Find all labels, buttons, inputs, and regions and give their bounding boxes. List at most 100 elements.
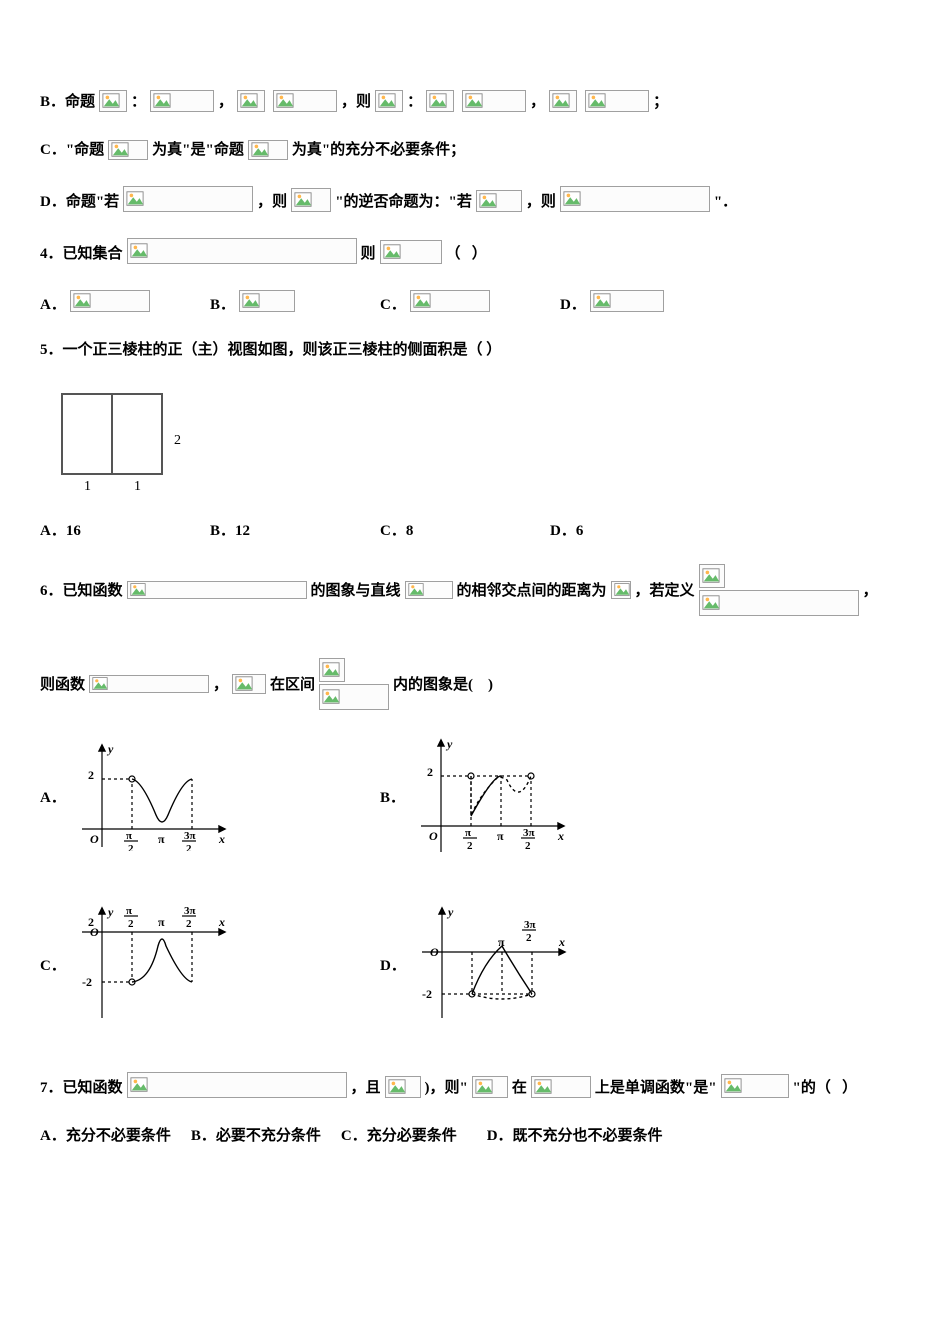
svg-text:y: y bbox=[106, 905, 114, 919]
opt-label: D．6 bbox=[550, 519, 583, 540]
broken-image-icon bbox=[127, 238, 357, 264]
q6-stem-line2: 则函数 ， 在区间 内的图象是( ) bbox=[40, 658, 910, 712]
svg-text:π: π bbox=[497, 829, 504, 843]
broken-image-icon bbox=[319, 658, 345, 682]
svg-text:O: O bbox=[90, 832, 99, 846]
q6-row-cd: C． yxO-2π2π23π2 D． yxO-2π3π2 bbox=[40, 904, 910, 1024]
broken-image-icon bbox=[150, 90, 214, 112]
text: C．"命题 bbox=[40, 138, 104, 162]
graph-c: yxO-2π2π23π2 bbox=[74, 904, 229, 1024]
opt-label: B． bbox=[210, 293, 235, 314]
broken-image-icon bbox=[472, 1076, 508, 1098]
broken-image-icon bbox=[699, 564, 725, 588]
text: 为真"是"命题 bbox=[152, 138, 244, 162]
broken-image-icon bbox=[476, 190, 522, 212]
svg-text:π: π bbox=[465, 827, 471, 839]
opt-label: A．充分不必要条件 bbox=[40, 1124, 171, 1145]
svg-text:2: 2 bbox=[88, 915, 94, 929]
svg-text:2: 2 bbox=[427, 765, 433, 779]
text: ，则 bbox=[341, 90, 371, 114]
broken-image-icon bbox=[319, 684, 389, 710]
svg-text:π: π bbox=[126, 830, 132, 842]
broken-image-icon bbox=[462, 90, 526, 112]
text: ，若定义 bbox=[635, 579, 695, 603]
broken-image-icon bbox=[123, 186, 253, 212]
graph-a: yxO2π2π3π2 bbox=[74, 741, 229, 851]
text: ： bbox=[407, 90, 422, 114]
svg-text:2: 2 bbox=[88, 768, 94, 782]
q4-opt-c: C． bbox=[380, 290, 560, 314]
svg-text:2: 2 bbox=[526, 932, 532, 944]
text: ， bbox=[213, 673, 228, 697]
text: ， bbox=[863, 579, 878, 603]
broken-image-icon bbox=[410, 290, 490, 312]
svg-text:-2: -2 bbox=[82, 975, 92, 989]
broken-image-icon bbox=[385, 1076, 421, 1098]
q7-stem: 7．已知函数 ，且 )，则" 在 上是单调函数"是" "的（ ） bbox=[40, 1072, 910, 1100]
q4-opt-d: D． bbox=[560, 290, 668, 314]
text: ，且 bbox=[351, 1076, 381, 1100]
opt-label: C．8 bbox=[380, 519, 413, 540]
q6-opt-d: D． yxO-2π3π2 bbox=[380, 904, 720, 1024]
q5-options: A．16 B．12 C．8 D．6 bbox=[40, 519, 910, 540]
text: （ ） bbox=[446, 242, 487, 266]
q5-opt-a: A．16 bbox=[40, 519, 210, 540]
opt-label: B．12 bbox=[210, 519, 250, 540]
opt-label: C． bbox=[40, 954, 66, 975]
svg-text:2: 2 bbox=[128, 918, 134, 930]
svg-text:2: 2 bbox=[186, 918, 192, 930]
text: ； bbox=[653, 90, 668, 114]
svg-text:y: y bbox=[106, 742, 114, 756]
text: 4．已知集合 bbox=[40, 242, 123, 266]
svg-text:3π: 3π bbox=[184, 905, 196, 917]
broken-image-icon bbox=[291, 188, 331, 212]
q5-opt-b: B．12 bbox=[210, 519, 380, 540]
q7-opt-b: B．必要不充分条件 bbox=[191, 1124, 321, 1145]
svg-text:2: 2 bbox=[186, 843, 192, 851]
broken-image-icon bbox=[611, 581, 631, 599]
opt-label: D．既不充分也不必要条件 bbox=[487, 1124, 663, 1145]
svg-text:3π: 3π bbox=[524, 919, 536, 931]
opt-label: D． bbox=[560, 293, 586, 314]
q6-opt-a: A． yxO2π2π3π2 bbox=[40, 741, 380, 851]
svg-text:3π: 3π bbox=[523, 827, 535, 839]
q5-opt-d: D．6 bbox=[550, 519, 583, 540]
broken-image-icon bbox=[70, 290, 150, 312]
text: 6．已知函数 bbox=[40, 579, 123, 603]
text: ， bbox=[218, 90, 233, 114]
svg-text:O: O bbox=[430, 945, 439, 959]
broken-image-icon bbox=[590, 290, 664, 312]
text: )，则" bbox=[425, 1076, 468, 1100]
broken-image-icon bbox=[89, 675, 209, 693]
text: ： bbox=[131, 90, 146, 114]
q7-options: A．充分不必要条件 B．必要不充分条件 C．充分必要条件 D．既不充分也不必要条… bbox=[40, 1124, 910, 1145]
prism-front-view: 211 bbox=[40, 386, 205, 498]
q4-stem: 4．已知集合 则 （ ） bbox=[40, 238, 910, 266]
graph-b: yxO2π2π3π2 bbox=[413, 736, 568, 856]
text: "的逆否命题为："若 bbox=[335, 190, 472, 214]
text: ， bbox=[530, 90, 545, 114]
opt-label: A．16 bbox=[40, 519, 81, 540]
svg-text:x: x bbox=[557, 829, 564, 843]
q6-row-ab: A． yxO2π2π3π2 B． yxO2π2π3π2 bbox=[40, 736, 910, 856]
broken-image-icon bbox=[585, 90, 649, 112]
text: B．命题 bbox=[40, 90, 95, 114]
svg-text:-2: -2 bbox=[422, 987, 432, 1001]
svg-text:1: 1 bbox=[84, 479, 91, 494]
q7-opt-c: C．充分必要条件 bbox=[341, 1124, 457, 1145]
graph-d: yxO-2π3π2 bbox=[414, 904, 569, 1024]
q4-options: A． B． C． D． bbox=[40, 290, 910, 314]
q7-opt-a: A．充分不必要条件 bbox=[40, 1124, 171, 1145]
q6-stem-line1: 6．已知函数 的图象与直线 的相邻交点间的距离为 ，若定义 bbox=[40, 564, 910, 618]
svg-text:x: x bbox=[218, 915, 225, 929]
exam-page: B．命题 ： ， ，则 ： bbox=[0, 0, 950, 1209]
text: 则函数 bbox=[40, 673, 85, 697]
broken-image-icon bbox=[380, 240, 442, 264]
svg-text:O: O bbox=[429, 829, 438, 843]
svg-text:x: x bbox=[218, 832, 225, 846]
broken-image-icon bbox=[273, 90, 337, 112]
opt-label: A． bbox=[40, 786, 66, 807]
svg-text:π: π bbox=[158, 832, 165, 846]
broken-image-icon bbox=[239, 290, 295, 312]
text: 则 bbox=[361, 242, 376, 266]
